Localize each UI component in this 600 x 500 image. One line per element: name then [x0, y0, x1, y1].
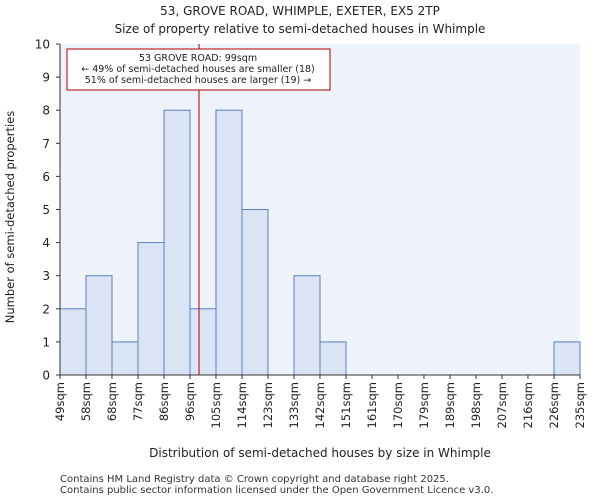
x-tick-label-235sqm: 235sqm — [573, 382, 587, 428]
y-tick-label: 0 — [42, 369, 50, 383]
x-tick-label-170sqm: 170sqm — [391, 382, 405, 428]
bar-133sqm — [293, 275, 321, 376]
y-tick-label: 7 — [42, 137, 50, 151]
y-tick-label: 10 — [35, 38, 50, 52]
annotation-box — [66, 48, 331, 91]
x-tick-label-161sqm: 161sqm — [365, 382, 379, 428]
bar-105sqm — [215, 109, 243, 376]
x-tick-label-105sqm: 105sqm — [209, 382, 223, 428]
bar-86sqm — [163, 109, 191, 376]
y-tick-label: 2 — [42, 302, 50, 316]
y-tick-label: 6 — [42, 170, 50, 184]
y-tick-label: 5 — [42, 203, 50, 217]
bar-68sqm — [111, 341, 139, 376]
y-tick-label: 1 — [42, 335, 50, 349]
y-tick-label: 4 — [42, 236, 50, 250]
y-axis-label: Number of semi-detached properties — [3, 111, 17, 323]
bar-142sqm — [319, 341, 347, 376]
chart-subtitle: Size of property relative to semi-detach… — [115, 22, 486, 36]
x-tick-label-133sqm: 133sqm — [287, 382, 301, 428]
annotation: 53 GROVE ROAD: 99sqm ← 49% of semi-detac… — [66, 48, 331, 91]
bar-114sqm — [241, 209, 269, 376]
x-tick-label-49sqm: 49sqm — [53, 382, 67, 421]
bar-226sqm — [553, 341, 581, 376]
x-tick-label-86sqm: 86sqm — [157, 382, 171, 421]
x-axis-label: Distribution of semi-detached houses by … — [149, 446, 491, 460]
annotation-line-3: 51% of semi-detached houses are larger (… — [85, 75, 312, 86]
x-tick-label-142sqm: 142sqm — [313, 382, 327, 428]
x-tick-label-68sqm: 68sqm — [105, 382, 119, 421]
bar-77sqm — [137, 242, 165, 376]
x-tick-label-96sqm: 96sqm — [183, 382, 197, 421]
x-tick-label-123sqm: 123sqm — [261, 382, 275, 428]
y-tick-label: 9 — [42, 71, 50, 85]
x-tick-label-151sqm: 151sqm — [339, 382, 353, 428]
annotation-line-1: 53 GROVE ROAD: 99sqm — [139, 53, 257, 64]
x-tick-label-114sqm: 114sqm — [235, 382, 249, 428]
x-tick-label-189sqm: 189sqm — [443, 382, 457, 428]
x-tick-label-58sqm: 58sqm — [79, 382, 93, 421]
x-tick-label-179sqm: 179sqm — [417, 382, 431, 428]
x-tick-label-198sqm: 198sqm — [469, 382, 483, 428]
x-tick-label-226sqm: 226sqm — [547, 382, 561, 428]
y-tick-label: 3 — [42, 269, 50, 283]
x-tick-label-207sqm: 207sqm — [495, 382, 509, 428]
bar-58sqm — [85, 275, 113, 376]
annotation-line-2: ← 49% of semi-detached houses are smalle… — [81, 64, 315, 75]
x-tick-label-77sqm: 77sqm — [131, 382, 145, 421]
y-tick-label: 8 — [42, 104, 50, 118]
bar-49sqm — [59, 308, 87, 376]
footer-line-2: Contains public sector information licen… — [60, 485, 494, 496]
footer-line-1: Contains HM Land Registry data © Crown c… — [60, 474, 449, 485]
bar-96sqm — [189, 308, 217, 376]
x-tick-label-216sqm: 216sqm — [521, 382, 535, 428]
chart-title: 53, GROVE ROAD, WHIMPLE, EXETER, EX5 2TP — [160, 4, 440, 18]
bars-group — [59, 109, 581, 376]
ticks-group: 0 1 2 3 4 5 6 7 8 9 10 49sqm 58sqm 68sqm 77sqm 86sqm 96s… — [35, 38, 587, 429]
